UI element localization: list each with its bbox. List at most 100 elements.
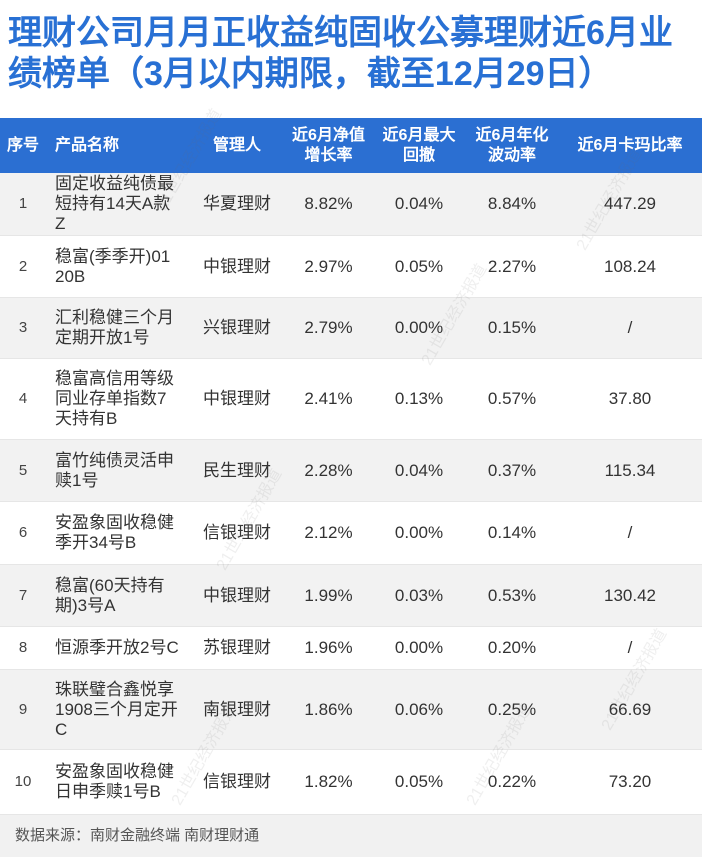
table-row: 10 安盈象固收稳健日申季赎1号B 信银理财 1.82% 0.05% 0.22% 73.20 [0, 750, 702, 815]
cell-calmar-ratio-6m-text: 66.69 [608, 699, 652, 719]
cell-product-name-text: 珠联璧合鑫悦享1908三个月定开C [55, 679, 178, 739]
cell-rank-text: 7 [18, 586, 28, 604]
column-header-calmar-ratio-6m: 近6月卡玛比率 [558, 118, 702, 173]
table-body: 1 固定收益纯债最短持有14天A款Z 华夏理财 8.82% 0.04% 8.84% 447.… [0, 173, 702, 815]
cell-volatility-6m-text: 0.22% [487, 772, 537, 791]
cell-product-name: 稳富高信用等级同业存单指数7天持有B [46, 359, 195, 439]
table-header-row: 序号 产品名称 管理人 近6月净值增长率 近6月最大回撤 近6月年化波动率 近6月卡玛比率 [0, 118, 702, 173]
cell-manager: 中银理财 [195, 359, 285, 439]
cell-volatility-6m-text: 0.14% [487, 523, 537, 542]
cell-product-name: 恒源季开放2号C [46, 627, 195, 669]
cell-volatility-6m: 2.27% [466, 236, 558, 297]
cell-rank-text: 3 [18, 319, 28, 336]
cell-max-drawdown-6m-text: 0.04% [394, 460, 444, 480]
cell-nav-growth-6m-text: 1.99% [304, 585, 353, 605]
column-header-nav-growth-6m-text: 近6月净值增长率 [292, 126, 365, 164]
cell-volatility-6m-text: 0.37% [487, 460, 537, 480]
column-header-rank-text: 序号 [6, 136, 39, 154]
cell-rank: 2 [0, 236, 46, 297]
cell-product-name: 稳富(60天持有期)3号A [46, 565, 195, 626]
cell-calmar-ratio-6m-text: 37.80 [608, 389, 652, 408]
cell-nav-growth-6m: 8.82% [285, 173, 372, 235]
cell-calmar-ratio-6m-text: 108.24 [604, 256, 656, 276]
cell-rank: 9 [0, 670, 46, 749]
cell-nav-growth-6m-text: 8.82% [304, 194, 353, 213]
cell-product-name: 固定收益纯债最短持有14天A款Z [46, 173, 195, 235]
cell-rank: 8 [0, 627, 46, 669]
cell-nav-growth-6m: 2.28% [285, 440, 372, 501]
column-header-max-drawdown-6m-text: 近6月最大回撤 [382, 126, 456, 164]
cell-max-drawdown-6m: 0.03% [372, 565, 466, 626]
cell-max-drawdown-6m: 0.00% [372, 627, 466, 669]
cell-rank-text: 9 [18, 700, 28, 718]
cell-volatility-6m: 0.20% [466, 627, 558, 669]
cell-max-drawdown-6m-text: 0.04% [394, 194, 444, 213]
table-row: 7 稳富(60天持有期)3号A 中银理财 1.99% 0.03% 0.53% 130.42 [0, 565, 702, 627]
cell-max-drawdown-6m: 0.00% [372, 298, 466, 358]
cell-rank: 10 [0, 750, 46, 814]
cell-rank-text: 1 [18, 195, 28, 212]
table-row: 9 珠联璧合鑫悦享1908三个月定开C 南银理财 1.86% 0.06% 0.25% 66.… [0, 670, 702, 750]
cell-calmar-ratio-6m-text: / [627, 318, 633, 337]
cell-volatility-6m-text: 0.15% [487, 318, 537, 337]
cell-rank: 4 [0, 359, 46, 439]
cell-rank-text: 6 [18, 524, 28, 541]
column-header-manager-text: 管理人 [213, 136, 262, 154]
cell-calmar-ratio-6m-text: 73.20 [608, 772, 652, 791]
cell-rank: 5 [0, 440, 46, 501]
cell-volatility-6m-text: 0.25% [487, 699, 537, 719]
cell-manager: 南银理财 [195, 670, 285, 749]
cell-manager: 华夏理财 [195, 173, 285, 235]
table-row: 2 稳富(季季开)0120B 中银理财 2.97% 0.05% 2.27% 108.24 [0, 236, 702, 298]
column-header-product-name-text: 产品名称 [55, 136, 120, 154]
cell-calmar-ratio-6m: / [558, 627, 702, 669]
cell-product-name: 珠联璧合鑫悦享1908三个月定开C [46, 670, 195, 749]
cell-manager: 中银理财 [195, 236, 285, 297]
data-source-footer: 数据来源：南财金融终端 南财理财通 [0, 815, 702, 857]
cell-rank-text: 2 [18, 257, 28, 275]
cell-product-name-text: 富竹纯债灵活申赎1号 [55, 450, 174, 490]
cell-product-name-text: 恒源季开放2号C [55, 638, 179, 657]
cell-manager-text: 民生理财 [203, 460, 271, 480]
cell-manager: 信银理财 [195, 750, 285, 814]
cell-max-drawdown-6m-text: 0.05% [394, 256, 444, 276]
cell-calmar-ratio-6m-text: 447.29 [604, 194, 656, 213]
cell-product-name-text: 安盈象固收稳健季开34号B [55, 513, 174, 552]
cell-calmar-ratio-6m: 130.42 [558, 565, 702, 626]
cell-nav-growth-6m-text: 1.96% [304, 638, 353, 657]
cell-nav-growth-6m: 1.99% [285, 565, 372, 626]
cell-calmar-ratio-6m: 447.29 [558, 173, 702, 235]
data-source-text: 数据来源：南财金融终端 南财理财通 [15, 827, 260, 844]
cell-max-drawdown-6m: 0.00% [372, 502, 466, 564]
cell-rank: 1 [0, 173, 46, 235]
cell-product-name-text: 稳富高信用等级同业存单指数7天持有B [55, 369, 174, 428]
cell-manager-text: 信银理财 [203, 772, 271, 791]
cell-manager-text: 兴银理财 [203, 318, 271, 337]
table-row: 4 稳富高信用等级同业存单指数7天持有B 中银理财 2.41% 0.13% 0.57% 37… [0, 359, 702, 440]
cell-rank-text: 8 [18, 639, 28, 656]
column-header-rank: 序号 [0, 118, 46, 173]
cell-calmar-ratio-6m: 66.69 [558, 670, 702, 749]
cell-max-drawdown-6m-text: 0.13% [394, 389, 444, 408]
cell-nav-growth-6m-text: 2.41% [304, 389, 353, 408]
cell-manager-text: 华夏理财 [203, 194, 271, 213]
cell-calmar-ratio-6m: 37.80 [558, 359, 702, 439]
cell-calmar-ratio-6m-text: / [627, 638, 633, 657]
cell-volatility-6m: 8.84% [466, 173, 558, 235]
table-row: 3 汇利稳健三个月定期开放1号 兴银理财 2.79% 0.00% 0.15% / [0, 298, 702, 359]
cell-product-name: 汇利稳健三个月定期开放1号 [46, 298, 195, 358]
cell-rank: 3 [0, 298, 46, 358]
cell-manager-text: 中银理财 [203, 389, 271, 408]
cell-volatility-6m: 0.37% [466, 440, 558, 501]
cell-nav-growth-6m-text: 2.97% [304, 256, 353, 276]
cell-max-drawdown-6m: 0.13% [372, 359, 466, 439]
cell-calmar-ratio-6m-text: / [627, 523, 633, 542]
cell-volatility-6m: 0.14% [466, 502, 558, 564]
page-title: 理财公司月月正收益纯固收公募理财近6月业绩榜单（3月以内期限，截至12月29日） [8, 14, 673, 93]
column-header-nav-growth-6m: 近6月净值增长率 [285, 118, 372, 173]
column-header-calmar-ratio-6m-text: 近6月卡玛比率 [577, 136, 683, 154]
cell-manager-text: 南银理财 [203, 699, 271, 719]
cell-calmar-ratio-6m-text: 115.34 [604, 460, 656, 480]
cell-nav-growth-6m: 2.12% [285, 502, 372, 564]
